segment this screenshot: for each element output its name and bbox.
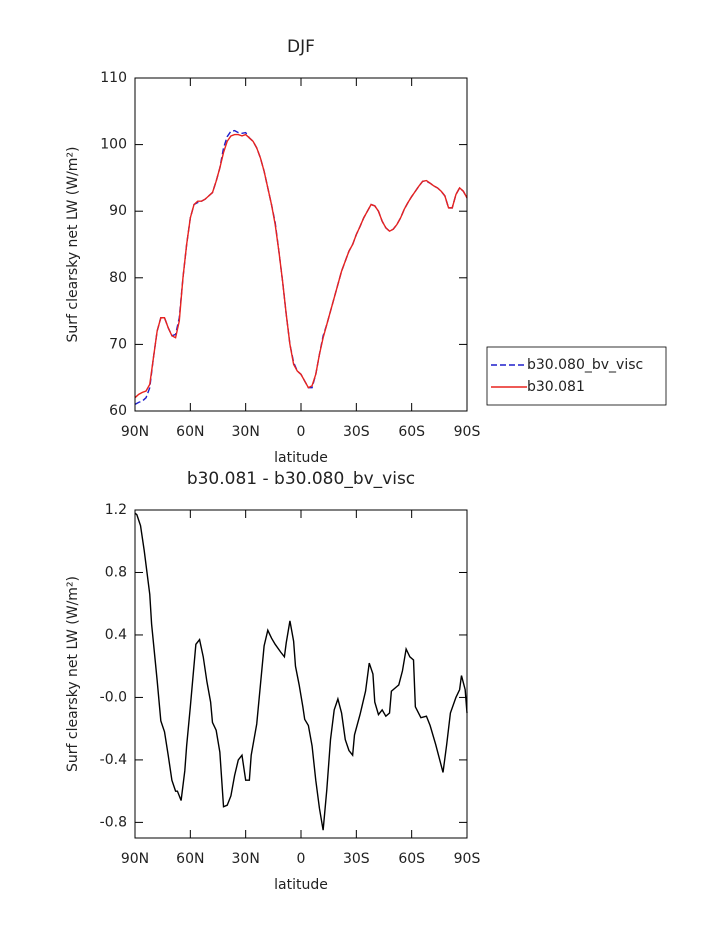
x-tick-label: 30S	[343, 851, 370, 867]
y-tick-label: 0.4	[105, 627, 127, 643]
y-tick-label: -0.4	[100, 752, 127, 768]
y-axis-label: Surf clearsky net LW (W/m²)	[65, 146, 81, 342]
x-tick-label: 0	[297, 851, 306, 867]
x-tick-label: 60N	[176, 851, 204, 867]
y-tick-label: 100	[100, 137, 127, 153]
y-tick-label: -0.0	[100, 689, 127, 705]
chart-title: DJF	[287, 37, 315, 57]
x-axis-label: latitude	[274, 450, 328, 466]
y-tick-label: 0.8	[105, 564, 127, 580]
x-tick-label: 90N	[121, 851, 149, 867]
y-tick-label: 60	[109, 403, 127, 419]
x-tick-label: 30N	[232, 851, 260, 867]
x-tick-label: 60S	[398, 851, 425, 867]
y-tick-label: 90	[109, 203, 127, 219]
y-tick-label: 110	[100, 70, 127, 86]
data-line	[134, 133, 468, 399]
legend-label: b30.081	[527, 379, 585, 395]
data-line	[134, 512, 468, 831]
y-tick-label: -0.8	[100, 814, 127, 830]
x-tick-label: 60N	[176, 424, 204, 440]
x-tick-label: 0	[297, 424, 306, 440]
x-tick-label: 90N	[121, 424, 149, 440]
legend-box	[486, 346, 667, 406]
y-tick-label: 80	[109, 270, 127, 286]
y-tick-label: 1.2	[105, 502, 127, 518]
x-tick-label: 90S	[454, 851, 481, 867]
y-axis-label: Surf clearsky net LW (W/m²)	[65, 576, 81, 772]
legend-label: b30.080_bv_visc	[527, 357, 643, 373]
x-tick-label: 60S	[398, 424, 425, 440]
x-tick-label: 30N	[232, 424, 260, 440]
y-tick-label: 70	[109, 336, 127, 352]
plot-frame	[134, 77, 468, 412]
x-tick-label: 90S	[454, 424, 481, 440]
x-tick-label: 30S	[343, 424, 370, 440]
chart-title: b30.081 - b30.080_bv_visc	[187, 469, 415, 489]
plot-frame	[134, 509, 468, 839]
x-axis-label: latitude	[274, 877, 328, 893]
